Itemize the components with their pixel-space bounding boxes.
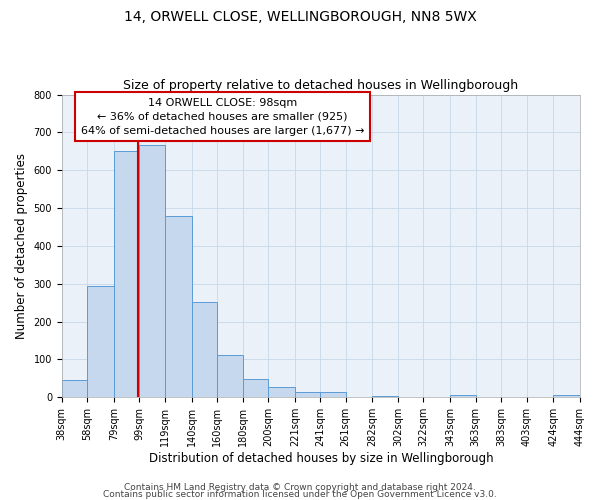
Bar <box>87 286 114 398</box>
Bar <box>450 396 476 398</box>
Bar <box>553 394 580 398</box>
X-axis label: Distribution of detached houses by size in Wellingborough: Distribution of detached houses by size … <box>149 452 493 465</box>
Bar <box>165 216 191 398</box>
Bar <box>139 144 165 398</box>
Bar <box>268 386 295 398</box>
Bar <box>191 302 217 398</box>
Bar <box>62 380 87 398</box>
Title: Size of property relative to detached houses in Wellingborough: Size of property relative to detached ho… <box>124 79 518 92</box>
Bar <box>320 392 346 398</box>
Bar <box>242 379 268 398</box>
Text: Contains HM Land Registry data © Crown copyright and database right 2024.: Contains HM Land Registry data © Crown c… <box>124 484 476 492</box>
Text: 14, ORWELL CLOSE, WELLINGBOROUGH, NN8 5WX: 14, ORWELL CLOSE, WELLINGBOROUGH, NN8 5W… <box>124 10 476 24</box>
Bar <box>373 396 398 398</box>
Text: Contains public sector information licensed under the Open Government Licence v3: Contains public sector information licen… <box>103 490 497 499</box>
Text: 14 ORWELL CLOSE: 98sqm
← 36% of detached houses are smaller (925)
64% of semi-de: 14 ORWELL CLOSE: 98sqm ← 36% of detached… <box>80 98 364 136</box>
Bar <box>295 392 320 398</box>
Bar <box>114 151 139 398</box>
Y-axis label: Number of detached properties: Number of detached properties <box>15 153 28 339</box>
Bar <box>217 354 242 398</box>
